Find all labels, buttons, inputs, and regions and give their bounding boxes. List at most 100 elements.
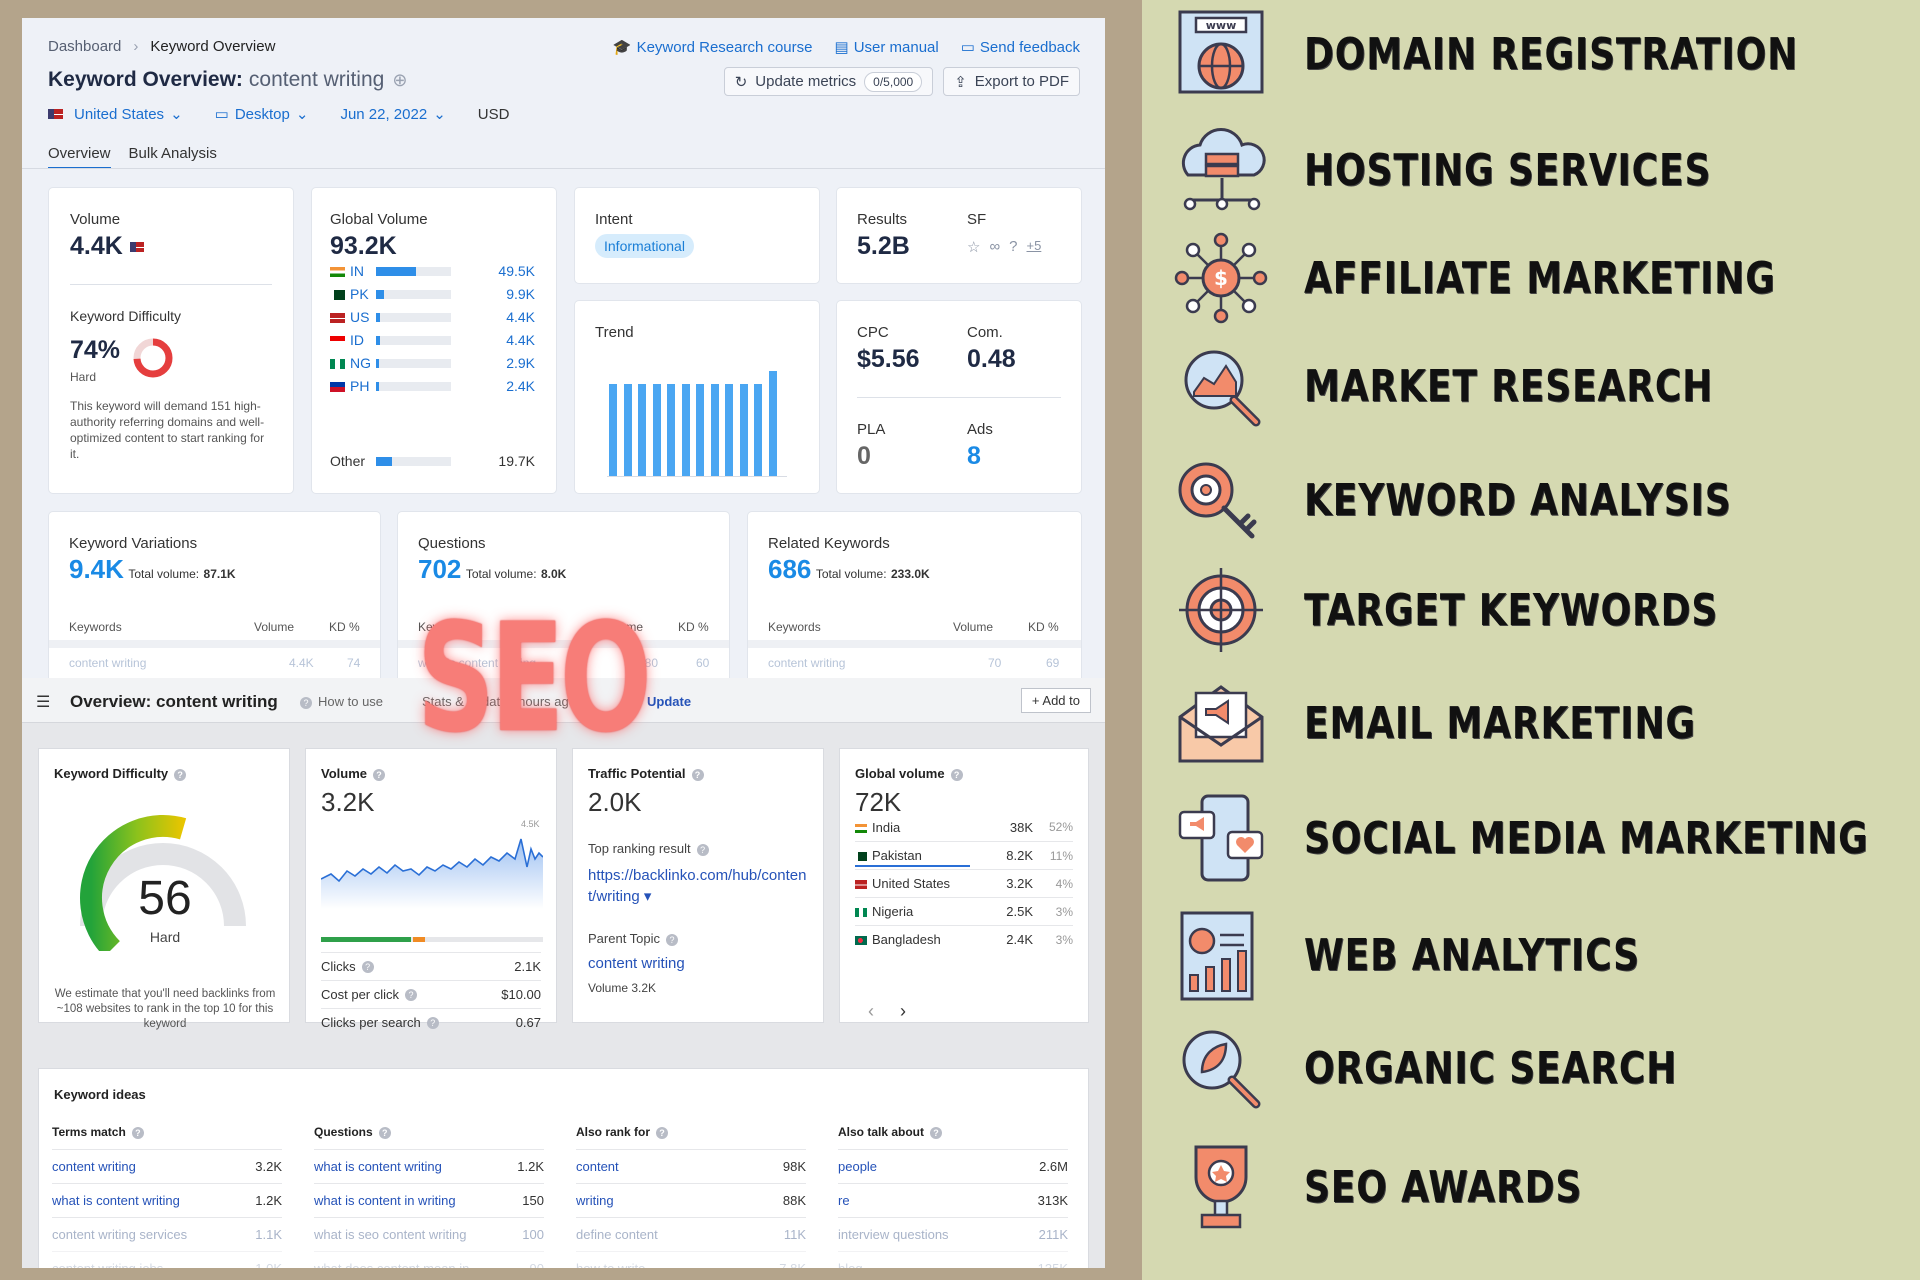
ideas-row[interactable]: people 2.6M (838, 1149, 1068, 1183)
ideas-row[interactable]: what is content writing 1.2K (52, 1183, 282, 1217)
country-row[interactable]: United States 3.2K 4% (855, 869, 1073, 897)
us-flag-icon (129, 242, 144, 253)
global-volume-row[interactable]: PK 9.9K (330, 284, 535, 304)
kd-level: Hard (70, 370, 97, 384)
update-metrics-button[interactable]: ↻ Update metrics 0/5,000 (723, 67, 934, 96)
trend-bar (667, 383, 675, 476)
feedback-link-label: Send feedback (979, 38, 1080, 56)
ideas-row[interactable]: define content 11K (576, 1217, 806, 1251)
breadcrumb-dashboard[interactable]: Dashboard (48, 38, 122, 55)
sf-label: SF (967, 211, 987, 228)
update-link[interactable]: Update (647, 694, 692, 709)
tab-bulk-analysis[interactable]: Bulk Analysis (128, 145, 217, 162)
global-volume-row[interactable]: NG 2.9K (330, 353, 535, 373)
menu-icon[interactable]: ☰ (36, 694, 51, 711)
country-select[interactable]: United States ⌄ (48, 105, 183, 123)
ideas-row[interactable]: how to write7.8K (576, 1251, 806, 1268)
share-bar-fill (376, 266, 416, 276)
svg-text:www: www (1206, 19, 1237, 32)
global-volume-row[interactable]: ID 4.4K (330, 330, 535, 350)
volume-label: Volume (70, 211, 121, 228)
ideas-column: Also talk about? people 2.6M re 313K intervie… (838, 1125, 1068, 1268)
add-circle-icon[interactable]: ⊕ (392, 70, 408, 90)
ideas-row[interactable]: what is content writing 1.2K (314, 1149, 544, 1183)
related-row-keyword[interactable]: content writing (768, 656, 846, 670)
add-to-button[interactable]: + Add to (1020, 688, 1091, 713)
country-row[interactable]: Bangladesh 2.4K 3% (855, 925, 1073, 953)
ideas-row[interactable]: what is seo content writing 100 (314, 1217, 544, 1251)
ideas-row[interactable]: blog135K (838, 1251, 1068, 1268)
top-ranking-url[interactable]: https://backlinko.com/hub/content/writin… (588, 865, 813, 907)
update-count-badge: 0/5,000 (864, 71, 923, 92)
ideas-row[interactable]: content 98K (576, 1149, 806, 1183)
global-volume-row[interactable]: US 4.4K (330, 307, 535, 327)
kd-donut (133, 338, 173, 378)
gv2-india-bar (855, 865, 970, 867)
ideas-row[interactable]: interview questions 211K (838, 1217, 1068, 1251)
envelope-megaphone-icon (1178, 685, 1264, 763)
chat-icon: ▭ (960, 39, 975, 56)
share-bar (376, 358, 451, 368)
idea-keyword: content (576, 1159, 619, 1174)
currency-label: USD (477, 105, 510, 123)
related-value: 686 Total volume: 233.0K (768, 554, 930, 585)
tab-overview[interactable]: Overview (48, 145, 111, 169)
service-item: SOCIAL MEDIA MARKETING (1166, 788, 1920, 888)
country-share: 52% (1048, 820, 1073, 834)
ideas-row[interactable]: what is content in writing 150 (314, 1183, 544, 1217)
title-keyword: content writing (248, 68, 385, 91)
service-item: MARKET RESEARCH (1166, 336, 1803, 436)
country-code: ID (330, 332, 376, 348)
variations-total: 87.1K (203, 567, 236, 581)
idea-volume: 88K (782, 1193, 806, 1208)
ideas-row[interactable]: what does content mean in90 (314, 1251, 544, 1268)
feedback-link[interactable]: ▭ Send feedback (960, 38, 1080, 57)
phone-social-icon (1178, 794, 1264, 882)
manual-link[interactable]: ▤ User manual (835, 38, 939, 57)
global-volume-row[interactable]: IN 49.5K (330, 261, 535, 281)
service-item: TARGET KEYWORDS (1166, 560, 1809, 660)
date-select[interactable]: Jun 22, 2022 ⌄ (340, 105, 445, 124)
country-code-text: IN (350, 263, 364, 279)
device-select[interactable]: ▭ Desktop ⌄ (215, 105, 309, 124)
country-row[interactable]: Nigeria 2.5K 3% (855, 897, 1073, 925)
col-kd: KD % (1028, 620, 1059, 634)
overview-header: ☰ Overview: content writing ? How to use … (22, 678, 1105, 723)
global-volume-row[interactable]: PH 2.4K (330, 376, 535, 396)
col-volume: Volume (254, 620, 295, 634)
country-name-text: India (872, 819, 901, 835)
target-icon (1179, 568, 1263, 652)
ideas-row[interactable]: content writing jobs1.0K (52, 1251, 282, 1268)
next-page-icon[interactable]: › (900, 1001, 906, 1021)
country-row[interactable]: Pakistan 8.2K 11% (855, 841, 1073, 869)
cpc-card: CPC $5.56 Com. 0.48 PLA 0 Ads 8 (837, 301, 1081, 493)
prev-page-icon[interactable]: ‹ (868, 1001, 874, 1021)
questions-row-keyword[interactable]: what is content writing (418, 656, 537, 670)
traffic-card: Traffic Potential? 2.0K Top ranking resu… (572, 748, 824, 1023)
other-label: Other (330, 453, 366, 469)
variations-row-keyword[interactable]: content writing (69, 656, 147, 670)
course-link[interactable]: 🎓 Keyword Research course (613, 38, 813, 57)
country-share: 11% (1049, 848, 1073, 863)
country-name-text: Pakistan (872, 848, 922, 863)
ideas-row[interactable]: writing 88K (576, 1183, 806, 1217)
ideas-row[interactable]: content writing services 1.1K (52, 1217, 282, 1251)
service-label: TARGET KEYWORDS (1304, 584, 1719, 636)
country-volume: 2.4K (1006, 932, 1033, 947)
kd-description: This keyword will demand 151 high-author… (70, 399, 265, 461)
service-item: KEYWORD ANALYSIS (1166, 450, 1825, 550)
howto-label: How to use (318, 694, 384, 709)
action-buttons: ↻ Update metrics 0/5,000 ⇪ Export to PDF (723, 67, 1080, 96)
sf-more[interactable]: +5 (1026, 238, 1042, 253)
export-pdf-button[interactable]: ⇪ Export to PDF (943, 67, 1080, 96)
ideas-column-header: Also rank for? (576, 1125, 806, 1149)
ideas-row[interactable]: content writing 3.2K (52, 1149, 282, 1183)
country-row[interactable]: India 38K 52% (855, 813, 1073, 841)
filter-bar: United States ⌄ ▭ Desktop ⌄ Jun 22, 2022 ⌄ U… (48, 105, 509, 123)
help-icon: ? (656, 1126, 669, 1139)
variations-total-label: Total volume: (128, 567, 200, 581)
parent-topic-link[interactable]: content writing (588, 955, 685, 972)
ideas-row[interactable]: re 313K (838, 1183, 1068, 1217)
other-bar (376, 456, 451, 466)
howto-link[interactable]: ? How to use (300, 694, 383, 709)
